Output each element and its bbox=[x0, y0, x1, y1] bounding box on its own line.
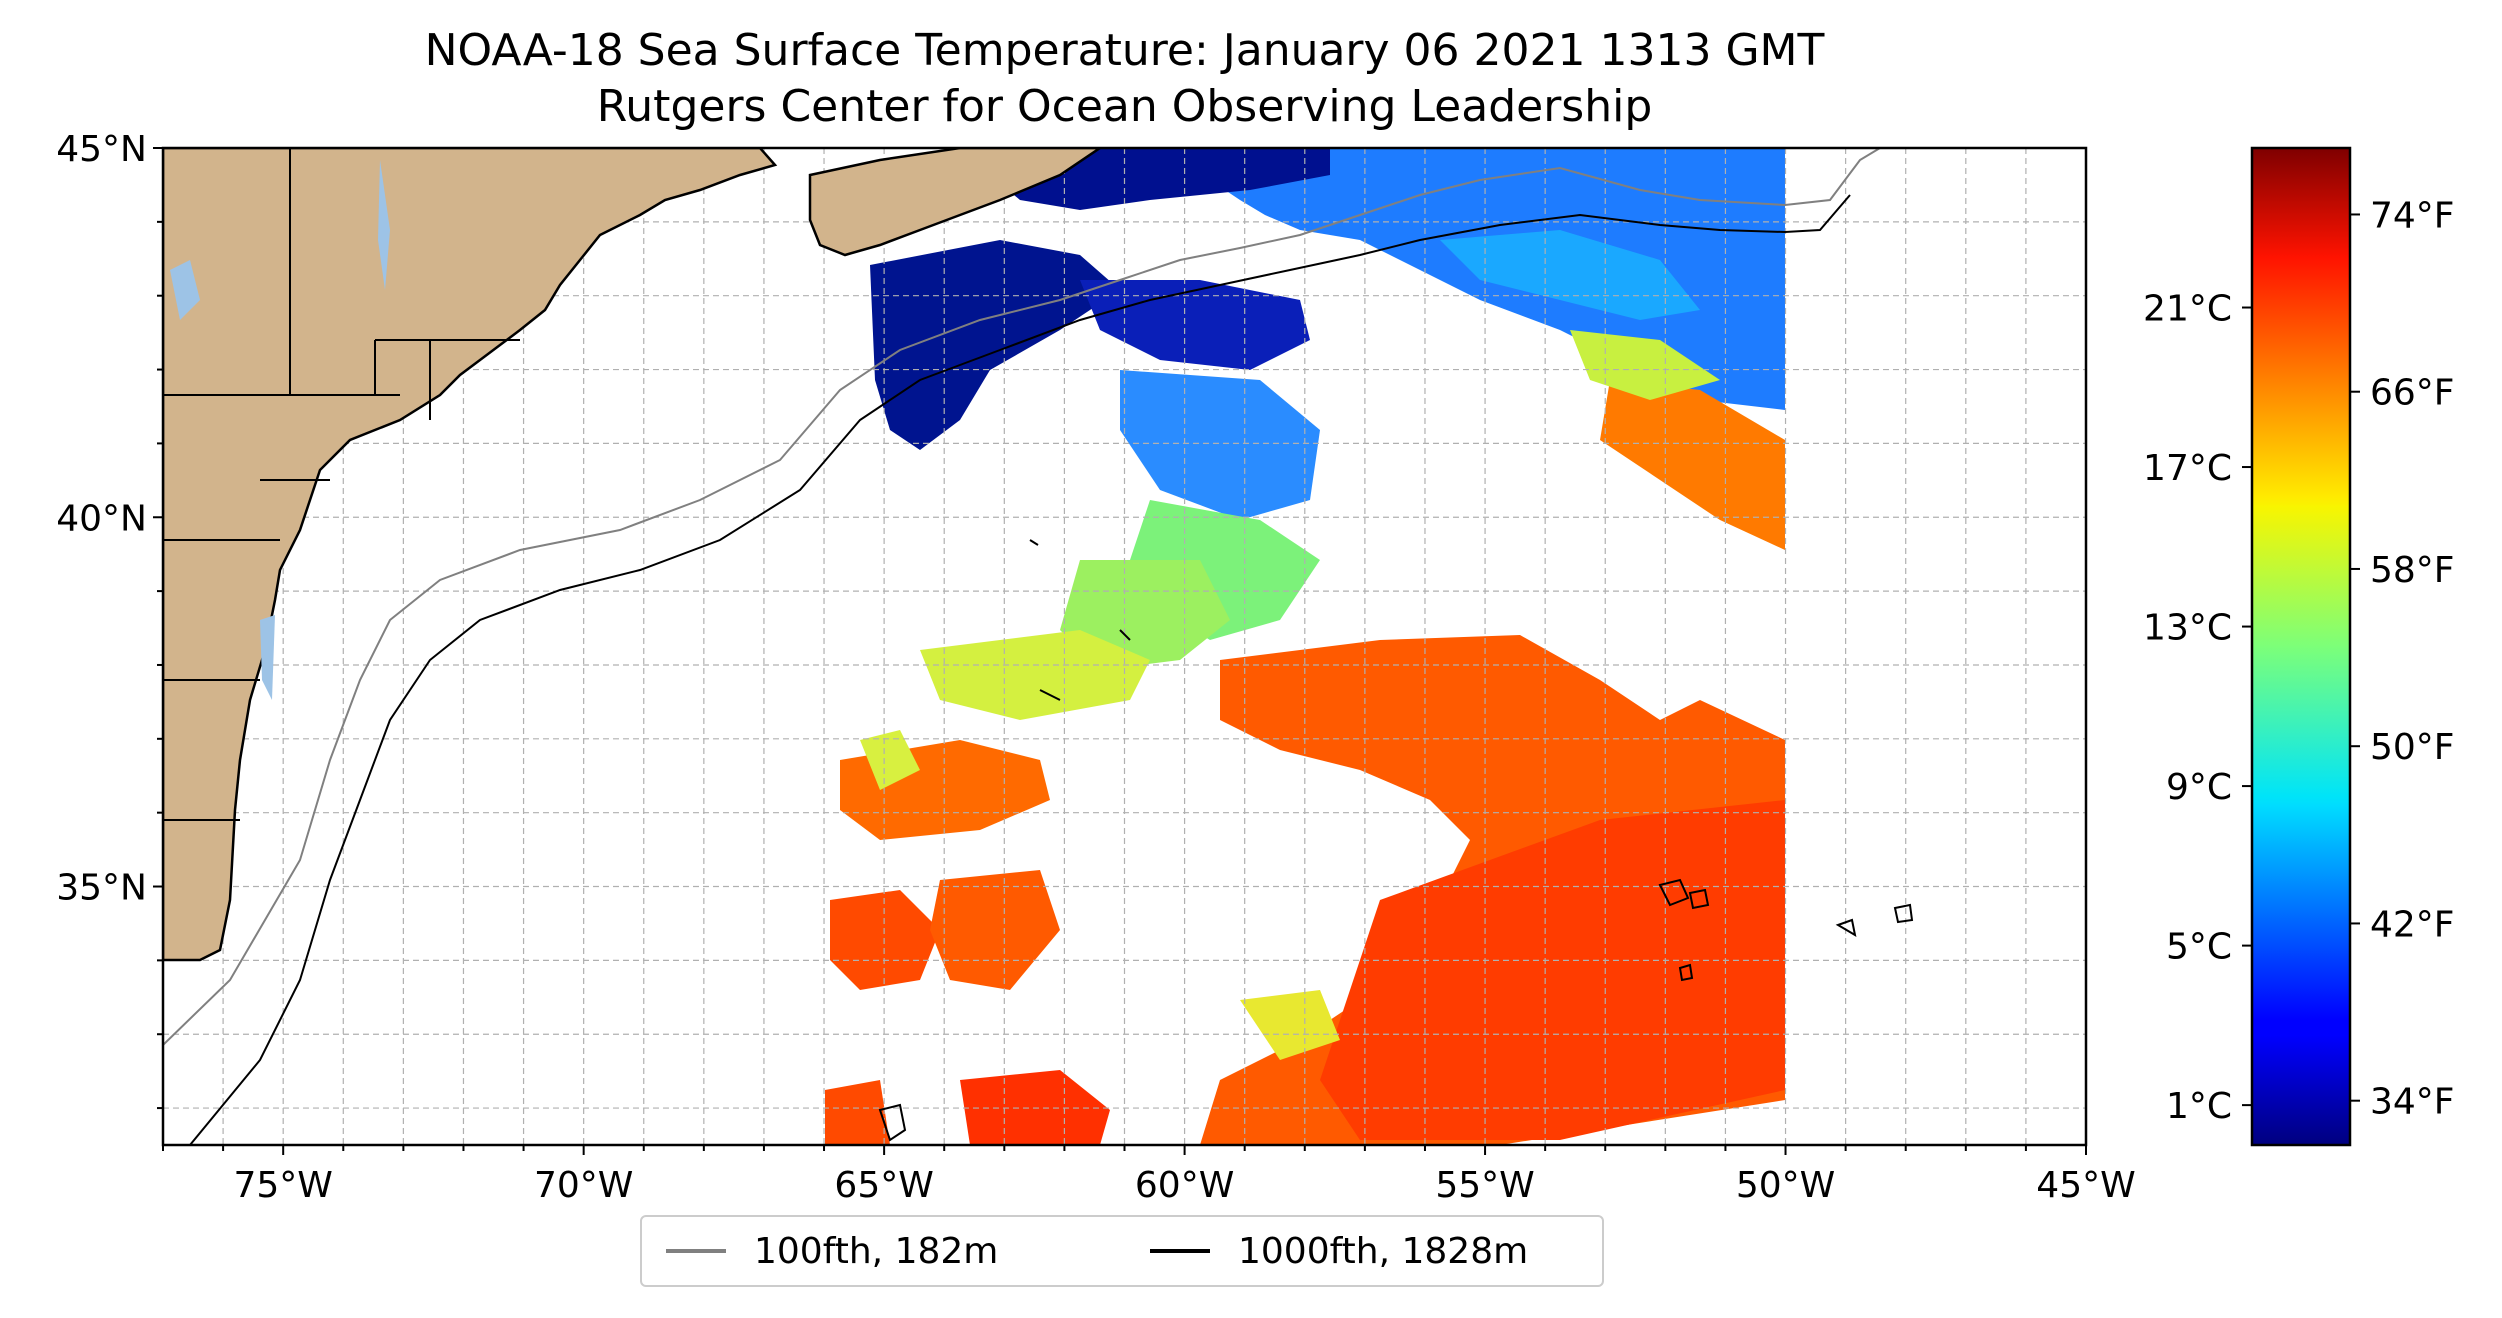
lat-tick-label: 40°N bbox=[56, 498, 147, 539]
colorbar-gradient bbox=[2250, 146, 2352, 1147]
sst-yellow-south bbox=[1240, 990, 1340, 1060]
fahrenheit-tick-label: 50°F bbox=[2370, 727, 2455, 768]
chart-subtitle: Rutgers Center for Ocean Observing Leade… bbox=[596, 81, 1653, 132]
sst-shelf-cold bbox=[1080, 280, 1310, 370]
fahrenheit-tick-label: 58°F bbox=[2370, 550, 2455, 591]
celsius-tick-label: 9°C bbox=[2166, 767, 2232, 808]
lat-tick-label: 35°N bbox=[56, 868, 147, 909]
sst-warm-south bbox=[1320, 800, 1785, 1140]
celsius-tick-label: 21°C bbox=[2143, 289, 2232, 330]
sst-warm-ne bbox=[1600, 380, 1785, 550]
water-body-3 bbox=[260, 615, 275, 700]
map-area bbox=[163, 148, 2086, 1145]
colorbar-fahrenheit-axis: 34°F 42°F 50°F 58°F 66°F 74°F bbox=[2350, 195, 2455, 1123]
latitude-axis: 45°N 40°N 35°N bbox=[56, 129, 163, 1110]
colorbar-celsius-axis: 1°C 5°C 9°C 13°C 17°C 21°C bbox=[2143, 289, 2252, 1127]
sst-gulf-of-maine-cold bbox=[870, 240, 1120, 450]
lon-tick-label: 55°W bbox=[1435, 1165, 1534, 1206]
lon-tick-label: 65°W bbox=[834, 1165, 933, 1206]
celsius-tick-label: 1°C bbox=[2166, 1086, 2232, 1127]
celsius-tick-label: 17°C bbox=[2143, 448, 2232, 489]
legend-swatch-gray bbox=[666, 1249, 726, 1253]
celsius-tick-label: 13°C bbox=[2143, 608, 2232, 649]
fahrenheit-tick-label: 66°F bbox=[2370, 373, 2455, 414]
lon-tick-label: 60°W bbox=[1135, 1165, 1234, 1206]
legend-item-100fth: 100fth, 182m bbox=[666, 1217, 998, 1285]
contour-100fth bbox=[163, 148, 1881, 1046]
sst-yellow-west bbox=[860, 730, 920, 790]
land-north-america bbox=[163, 148, 778, 962]
fahrenheit-tick-label: 74°F bbox=[2370, 195, 2455, 236]
chart-title: NOAA-18 Sea Surface Temperature: January… bbox=[424, 25, 1825, 76]
bathymetry-contours bbox=[163, 148, 1914, 1145]
lon-tick-label: 45°W bbox=[2036, 1165, 2135, 1206]
sst-warm-west-5 bbox=[825, 1080, 890, 1145]
legend-item-1000fth: 1000fth, 1828m bbox=[1150, 1217, 1528, 1285]
sst-slope-blue bbox=[1120, 370, 1320, 520]
legend-swatch-black bbox=[1150, 1249, 1210, 1253]
sst-green-ne bbox=[1570, 330, 1720, 400]
lon-tick-label: 70°W bbox=[534, 1165, 633, 1206]
sst-mid-yellow bbox=[920, 630, 1150, 720]
legend: 100fth, 182m 1000fth, 1828m bbox=[640, 1215, 1604, 1287]
longitude-axis: 75°W 70°W 65°W 60°W 55°W 50°W 45°W bbox=[162, 1145, 2136, 1206]
water-body-2 bbox=[170, 260, 200, 320]
lat-tick-label: 45°N bbox=[56, 129, 147, 170]
sst-nscotian-blue bbox=[1440, 230, 1700, 320]
contour-seamount-1 bbox=[1658, 878, 1914, 982]
legend-label-100fth: 100fth, 182m bbox=[754, 1230, 999, 1272]
legend-label-1000fth: 1000fth, 1828m bbox=[1238, 1230, 1529, 1272]
colorbar: 1°C 5°C 9°C 13°C 17°C 21°C 34°F 42°F 50°F 58°F 66… bbox=[2143, 146, 2455, 1147]
contour-1000fth bbox=[189, 194, 1851, 1145]
map-gridlines bbox=[163, 148, 2086, 1145]
lon-tick-label: 50°W bbox=[1736, 1165, 1835, 1206]
land-layer bbox=[163, 148, 1103, 962]
celsius-tick-label: 5°C bbox=[2166, 927, 2232, 968]
fahrenheit-tick-label: 42°F bbox=[2370, 904, 2455, 945]
water-body-1 bbox=[378, 160, 390, 290]
contour-seamount-2 bbox=[878, 539, 1131, 1142]
land-nova-scotia bbox=[808, 148, 1103, 257]
sst-warm-west-2 bbox=[830, 890, 940, 990]
state-borders bbox=[163, 148, 520, 821]
lon-tick-label: 75°W bbox=[233, 1165, 332, 1206]
fahrenheit-tick-label: 34°F bbox=[2370, 1082, 2455, 1123]
